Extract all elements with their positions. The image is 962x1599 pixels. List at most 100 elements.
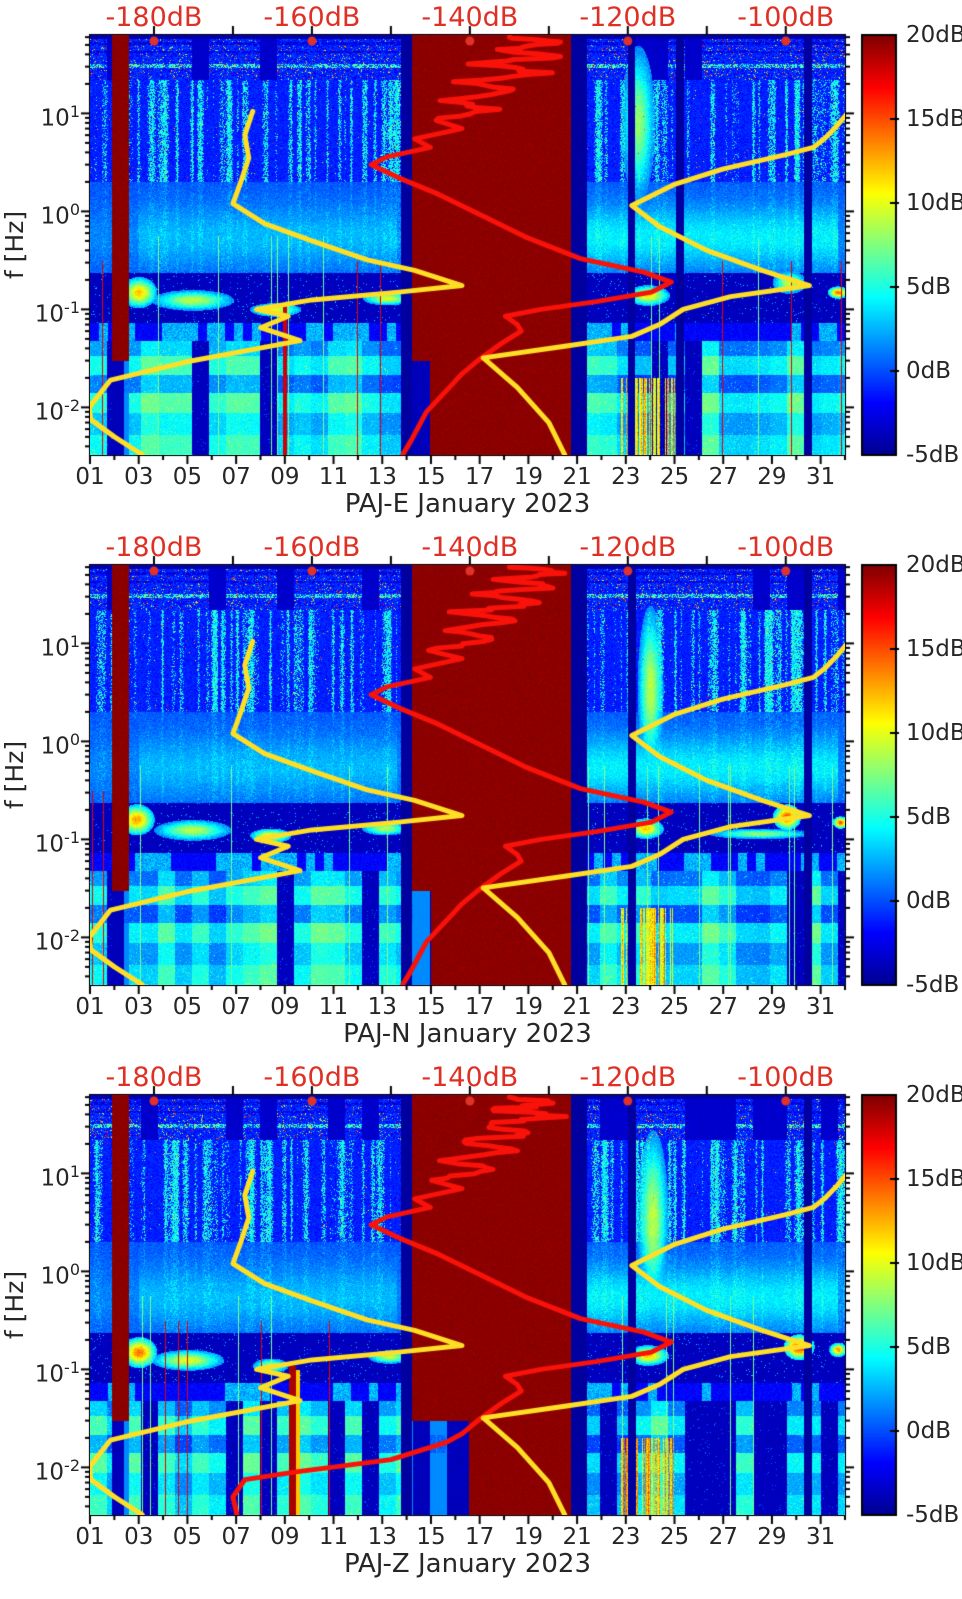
- y-tick-label: 100: [40, 730, 80, 761]
- y-tick-label: 10-2: [34, 396, 80, 427]
- x-tick-label: 27: [708, 994, 738, 1020]
- x-tick-label: 15: [416, 464, 446, 490]
- x-tick-label: 09: [270, 464, 300, 490]
- x-tick-label: 25: [659, 994, 690, 1020]
- x-tick-label: 19: [513, 994, 544, 1020]
- panel-paj-e-title: PAJ-E January 2023: [344, 489, 591, 519]
- colorbar-tick-label: 5dB: [906, 274, 952, 300]
- top-axis-label: -140dB: [421, 2, 519, 33]
- x-tick-label: 23: [611, 464, 641, 490]
- x-tick-label: 23: [611, 994, 641, 1020]
- x-tick-label: 01: [75, 464, 105, 490]
- colorbar-tick-label: 0dB: [906, 1418, 952, 1444]
- top-axis-label: -160dB: [263, 532, 361, 563]
- y-tick-label: 101: [40, 632, 80, 663]
- colorbar-tick-label: 10dB: [906, 190, 962, 216]
- colorbar-tick-label: 15dB: [906, 106, 962, 132]
- x-tick-label: 29: [757, 1524, 787, 1550]
- top-axis-label: -120dB: [579, 2, 677, 33]
- x-tick-label: 01: [75, 994, 105, 1020]
- colorbar-tick-label: 20dB: [906, 552, 962, 578]
- x-tick-label: 03: [124, 994, 154, 1020]
- x-tick-label: 07: [221, 464, 251, 490]
- x-tick-label: 03: [124, 464, 154, 490]
- x-tick-label: 31: [806, 994, 836, 1020]
- x-tick-label: 27: [708, 1524, 738, 1550]
- x-tick-label: 05: [172, 1524, 203, 1550]
- x-tick-label: 31: [806, 464, 836, 490]
- x-tick-label: 17: [465, 1524, 495, 1550]
- x-tick-label: 29: [757, 464, 787, 490]
- x-tick-label: 11: [318, 994, 349, 1020]
- y-tick-label: 10-1: [34, 298, 80, 329]
- x-tick-label: 05: [172, 994, 203, 1020]
- top-axis-label: -160dB: [263, 1062, 361, 1093]
- x-tick-label: 29: [757, 994, 787, 1020]
- x-tick-label: 17: [465, 464, 495, 490]
- y-tick-label: 101: [40, 1162, 80, 1193]
- colorbar-tick-label: 5dB: [906, 804, 952, 830]
- x-tick-label: 21: [562, 1524, 592, 1550]
- panel-paj-n-spectrogram: [90, 565, 845, 985]
- colorbar-tick-label: 10dB: [906, 1250, 962, 1276]
- x-tick-label: 01: [75, 1524, 105, 1550]
- x-tick-label: 13: [367, 994, 397, 1020]
- x-tick-label: 19: [513, 1524, 544, 1550]
- x-tick-label: 25: [659, 464, 690, 490]
- x-tick-label: 17: [465, 994, 495, 1020]
- x-tick-label: 03: [124, 1524, 154, 1550]
- x-tick-label: 19: [513, 464, 544, 490]
- colorbar-tick-label: 20dB: [906, 1082, 962, 1108]
- top-axis-label: -120dB: [579, 1062, 677, 1093]
- colorbar-tick-label: 20dB: [906, 22, 962, 48]
- top-axis-label: -100dB: [737, 2, 835, 33]
- colorbar-tick-label: 0dB: [906, 888, 952, 914]
- x-tick-label: 13: [367, 464, 397, 490]
- y-tick-label: 10-1: [34, 1358, 80, 1389]
- x-tick-label: 07: [221, 994, 251, 1020]
- x-tick-label: 11: [318, 464, 349, 490]
- panel-paj-e-spectrogram: [90, 35, 845, 455]
- top-axis-label: -140dB: [421, 1062, 519, 1093]
- panel-paj-z-spectrogram: [90, 1095, 845, 1515]
- x-tick-label: 23: [611, 1524, 641, 1550]
- top-axis-label: -120dB: [579, 532, 677, 563]
- x-tick-label: 15: [416, 1524, 446, 1550]
- top-axis-label: -140dB: [421, 532, 519, 563]
- x-tick-label: 25: [659, 1524, 690, 1550]
- y-tick-label: 101: [40, 102, 80, 133]
- y-tick-label: 10-2: [34, 1456, 80, 1487]
- top-axis-label: -180dB: [105, 2, 203, 33]
- top-axis-label: -180dB: [105, 532, 203, 563]
- x-tick-label: 09: [270, 1524, 300, 1550]
- y-tick-label: 10-2: [34, 926, 80, 957]
- x-tick-label: 07: [221, 1524, 251, 1550]
- colorbar-tick-label: 10dB: [906, 720, 962, 746]
- x-tick-label: 21: [562, 994, 592, 1020]
- panel-paj-n-title: PAJ-N January 2023: [343, 1019, 592, 1049]
- x-tick-label: 09: [270, 994, 300, 1020]
- y-tick-label: 100: [40, 1260, 80, 1291]
- panel-paj-z-title: PAJ-Z January 2023: [344, 1549, 591, 1579]
- y-tick-label: 10-1: [34, 828, 80, 859]
- colorbar-tick-label: -5dB: [906, 972, 960, 998]
- x-tick-label: 05: [172, 464, 203, 490]
- top-axis-label: -160dB: [263, 2, 361, 33]
- x-tick-label: 13: [367, 1524, 397, 1550]
- x-tick-label: 31: [806, 1524, 836, 1550]
- x-tick-label: 21: [562, 464, 592, 490]
- top-axis-label: -100dB: [737, 1062, 835, 1093]
- colorbar-tick-label: 5dB: [906, 1334, 952, 1360]
- x-tick-label: 27: [708, 464, 738, 490]
- x-tick-label: 11: [318, 1524, 349, 1550]
- x-tick-label: 15: [416, 994, 446, 1020]
- colorbar-tick-label: 15dB: [906, 636, 962, 662]
- colorbar-tick-label: 0dB: [906, 358, 952, 384]
- colorbar-tick-label: -5dB: [906, 442, 960, 468]
- colorbar-tick-label: 15dB: [906, 1166, 962, 1192]
- top-axis-label: -180dB: [105, 1062, 203, 1093]
- y-tick-label: 100: [40, 200, 80, 231]
- colorbar-tick-label: -5dB: [906, 1502, 960, 1528]
- top-axis-label: -100dB: [737, 532, 835, 563]
